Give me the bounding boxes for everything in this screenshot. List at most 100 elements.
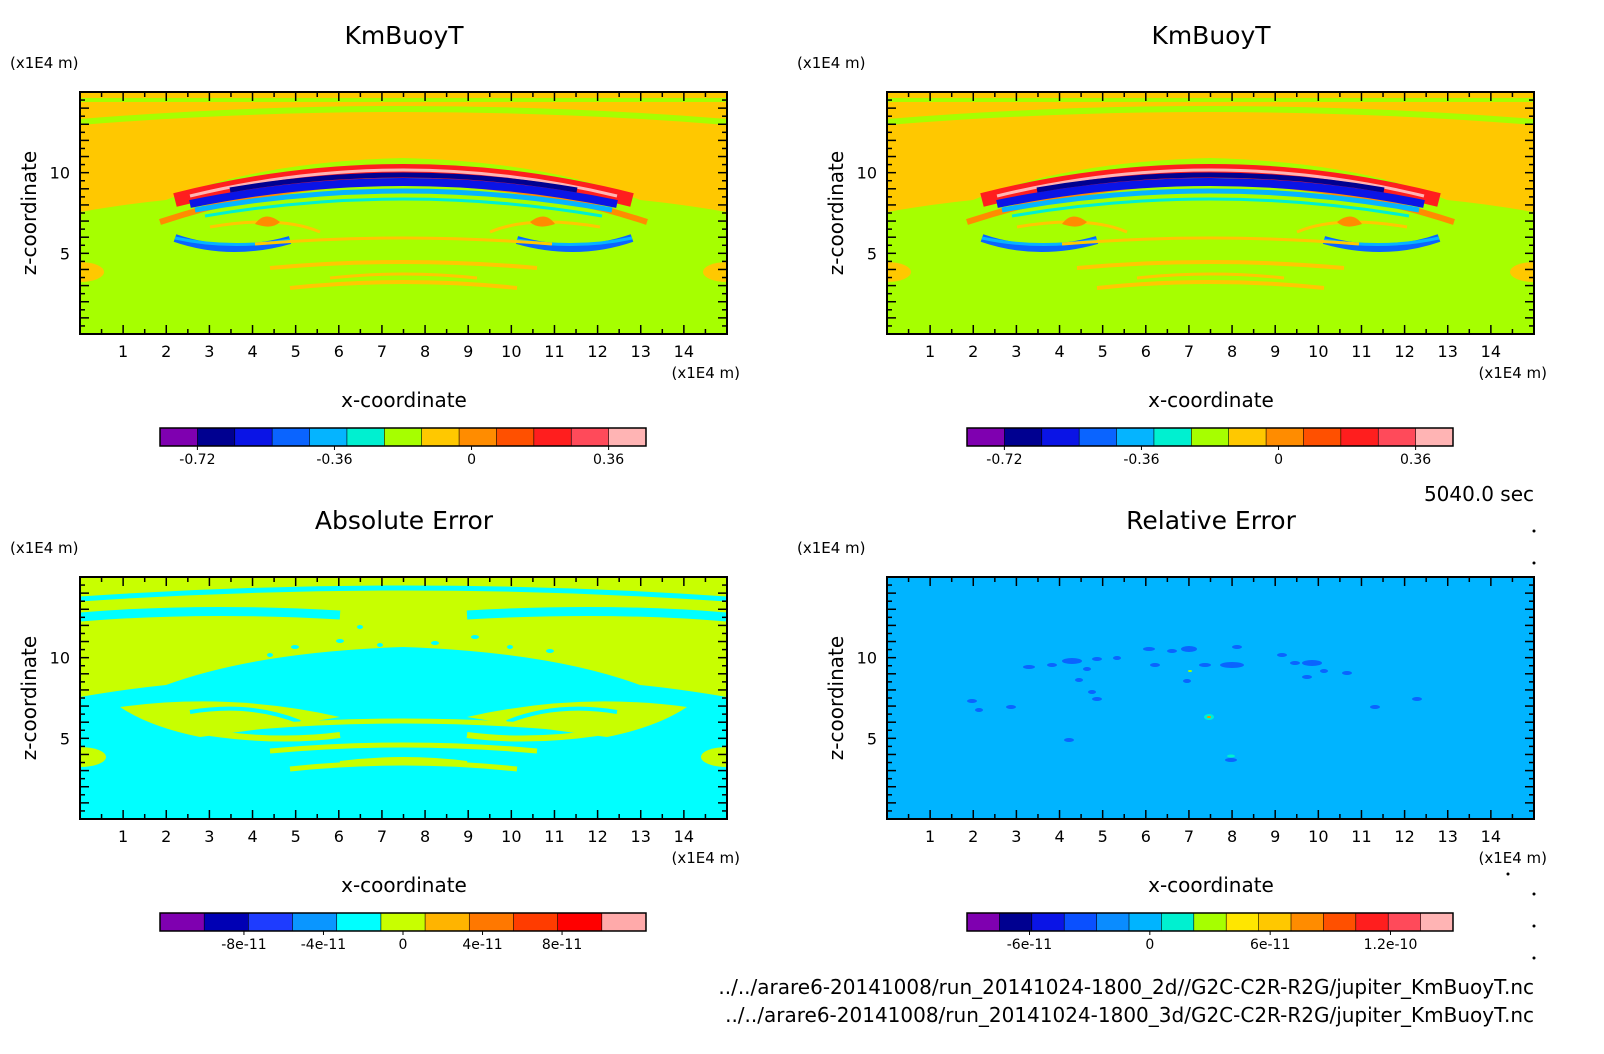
y-ticks: 5 10 [857,584,1534,812]
colorbar-tick-label: -0.36 [1123,452,1159,468]
panel-kmbuoyt-2d: KmBuoyT (x1E4 m) [10,21,740,468]
y-axis-label: z-coordinate [824,636,848,760]
colorbar-swatch [533,428,572,446]
colorbar-swatch [234,428,273,446]
x-tick-label: 11 [1351,827,1371,846]
y-tick-label: 5 [867,729,877,748]
colorbar-swatch [248,913,293,931]
x-tick-label: 13 [631,342,651,361]
x-tick-label: 8 [420,827,430,846]
colorbar-tick-label: -6e-11 [1007,937,1052,953]
y-ticks: 5 10 [857,99,1534,327]
x-tick-label: 11 [544,342,564,361]
y-unit-label: (x1E4 m) [797,539,866,557]
x-unit-label: (x1E4 m) [1478,849,1547,867]
x-tick-label: 7 [1184,342,1194,361]
x-tick-label: 2 [161,827,171,846]
colorbar-swatch [1129,913,1162,931]
colorbar-swatch [1226,913,1259,931]
x-tick-label: 2 [968,827,978,846]
x-tick-label: 13 [631,827,651,846]
y-tick-label: 10 [857,649,877,668]
colorbar-swatch [496,428,535,446]
colorbar-swatch [292,913,338,931]
colorbar-tick-label: 0.36 [593,452,624,468]
field-plot [80,577,727,819]
colorbar-tick-label: -4e-11 [301,937,346,953]
x-tick-label: 12 [587,342,607,361]
colorbar-swatch [1004,428,1043,446]
colorbar-swatch [1378,428,1416,446]
x-tick-label: 6 [334,342,344,361]
colorbar-swatch [1041,428,1080,446]
panel-kmbuoyt-3d: KmBuoyT (x1E4 m) [797,21,1547,468]
colorbar-swatch [1291,913,1324,931]
colorbar-swatch [1388,913,1421,931]
colorbar-swatch [1064,913,1097,931]
x-tick-label: 1 [118,342,128,361]
colorbar-swatch [1415,428,1454,446]
x-tick-label: 11 [1351,342,1371,361]
colorbar-swatch [1266,428,1304,446]
panel-absolute-error: Absolute Error (x1E4 m) [10,506,740,953]
x-ticks: 1 2 3 4 5 6 7 8 9 10 11 12 13 14 [100,577,707,846]
colorbar-swatch [1153,428,1192,446]
colorbar-tick-label: 0.36 [1400,452,1431,468]
colorbar-swatch [272,428,310,446]
x-tick-label: 8 [1227,342,1237,361]
x-tick-label: 6 [334,827,344,846]
panel-title: Absolute Error [315,506,494,535]
colorbar-swatch [309,428,348,446]
colorbar-swatch [601,913,647,931]
x-ticks: 1 2 3 4 5 6 7 8 9 10 11 12 13 14 [907,577,1514,846]
x-ticks: 1 2 3 4 5 6 7 8 9 10 11 12 13 14 [100,92,707,361]
field-contours [80,92,727,290]
x-tick-label: 5 [291,342,301,361]
colorbar: -0.72 -0.36 0 0.36 [159,427,647,468]
colorbar-swatch [557,913,603,931]
x-tick-label: 9 [1270,827,1280,846]
x-axis-label: x-coordinate [1148,873,1274,897]
field-contours [887,92,1534,290]
field-contours [967,645,1422,762]
colorbar: -0.72 -0.36 0 0.36 [966,427,1454,468]
x-tick-label: 5 [291,827,301,846]
colorbar-swatch [1323,913,1357,931]
colorbar-swatch [1355,913,1389,931]
x-axis-label: x-coordinate [341,388,467,412]
colorbar-swatch [1258,913,1292,931]
x-tick-label: 14 [674,342,694,361]
colorbar-swatch [1116,428,1155,446]
colorbar-swatch [1228,428,1267,446]
colorbar-frame [966,912,1454,932]
field-plot [887,92,1534,334]
x-tick-label: 10 [501,827,521,846]
colorbar-swatch [1031,913,1065,931]
x-tick-label: 12 [587,827,607,846]
x-unit-label: (x1E4 m) [671,849,740,867]
file-path-3d: ../../arare6-20141008/run_20141024-1800_… [725,1003,1534,1027]
x-tick-label: 3 [1011,342,1021,361]
colorbar-tick-label: -0.36 [316,452,352,468]
colorbar-tick-label: 1.2e-10 [1364,937,1418,953]
x-tick-label: 11 [544,827,564,846]
colorbar-swatch [197,428,236,446]
colorbar-swatch [160,913,205,931]
colorbar-swatch [1303,428,1342,446]
panel-relative-error: Relative Error (x1E4 m) [797,506,1547,953]
colorbar-swatch [999,913,1033,931]
x-tick-label: 8 [1227,827,1237,846]
margin-dots [1506,529,1536,960]
x-tick-label: 12 [1394,342,1414,361]
x-tick-label: 3 [204,342,214,361]
x-tick-label: 13 [1438,827,1458,846]
colorbar-swatch [459,428,497,446]
panel-title: KmBuoyT [1151,21,1271,50]
x-tick-label: 7 [377,827,387,846]
colorbar: -8e-11 -4e-11 0 4e-11 8e-11 [159,912,647,953]
colorbar-swatch [1161,913,1195,931]
y-tick-label: 10 [50,164,70,183]
x-tick-label: 7 [1184,827,1194,846]
y-unit-label: (x1E4 m) [797,54,866,72]
y-tick-label: 10 [50,649,70,668]
